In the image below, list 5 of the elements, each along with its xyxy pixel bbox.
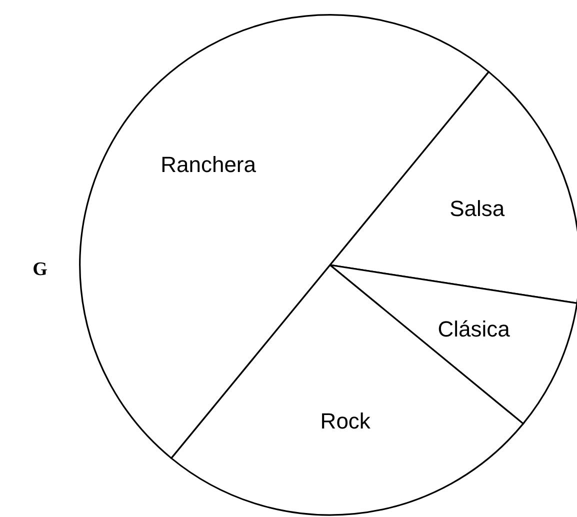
slice-label: Rock bbox=[320, 408, 372, 434]
slice-label: Ranchera bbox=[160, 152, 257, 178]
slice-label: Clásica bbox=[438, 316, 511, 342]
text: G bbox=[32, 259, 48, 280]
slice-label: Salsa bbox=[450, 196, 506, 221]
